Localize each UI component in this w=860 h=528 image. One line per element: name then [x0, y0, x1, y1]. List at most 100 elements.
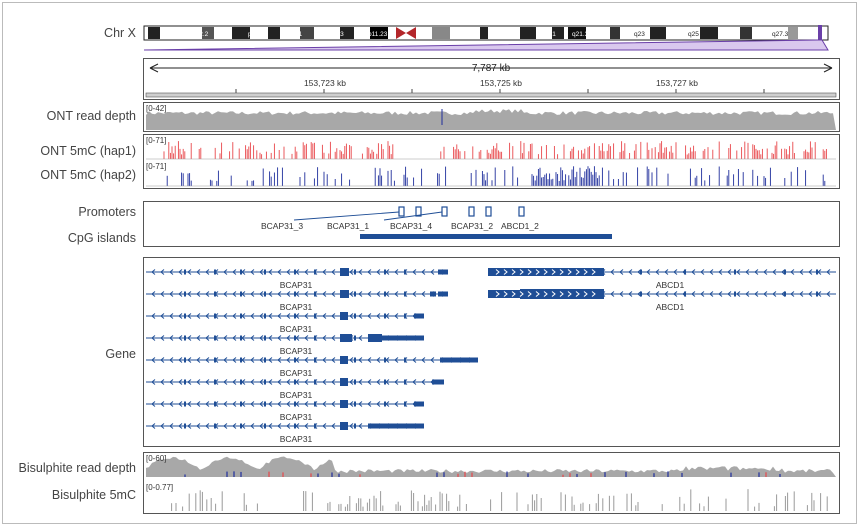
methylation-svg — [146, 141, 836, 187]
exon — [354, 379, 356, 385]
strand-arrow — [736, 269, 741, 275]
strand-arrow — [223, 335, 228, 341]
exon-strand-mark — [551, 269, 556, 275]
zoom-wedge — [143, 39, 829, 51]
exon — [240, 335, 242, 341]
strand-arrow — [376, 379, 381, 385]
strand-arrow — [718, 291, 723, 297]
ideogram-highlight — [818, 25, 822, 41]
strand-arrow — [277, 269, 282, 275]
cpg-island — [360, 234, 612, 239]
strand-arrow — [376, 291, 381, 297]
exon — [214, 313, 216, 319]
strand-arrow — [151, 379, 156, 385]
exon — [294, 401, 296, 407]
strand-arrow — [349, 291, 354, 297]
promoter-label: BCAP31_2 — [451, 221, 493, 231]
label-bis-depth: Bisulphite read depth — [18, 461, 136, 475]
exon — [384, 357, 386, 363]
exon-strand-mark — [535, 291, 540, 297]
exon-strand-mark — [503, 269, 508, 275]
strand-arrow — [331, 335, 336, 341]
strand-arrow — [232, 313, 237, 319]
strand-arrow — [187, 357, 192, 363]
strand-arrow — [268, 357, 273, 363]
strand-arrow — [331, 423, 336, 429]
strand-arrow — [358, 335, 363, 341]
gene-label-bcap31: BCAP31 — [280, 302, 313, 312]
strand-arrow — [178, 313, 183, 319]
methylation-panel: [0-71] [0-71] — [143, 134, 840, 189]
strand-arrow — [421, 379, 426, 385]
exon-strand-mark — [503, 291, 508, 297]
strand-arrow — [196, 313, 201, 319]
strand-arrow — [826, 269, 831, 275]
strand-arrow — [367, 313, 372, 319]
label-hap2: ONT 5mC (hap2) — [40, 168, 136, 182]
strand-arrow — [250, 291, 255, 297]
exon — [314, 291, 316, 297]
strand-arrow — [277, 401, 282, 407]
exon — [240, 291, 242, 297]
exon-strand-mark — [551, 291, 556, 297]
strand-arrow — [286, 401, 291, 407]
strand-arrow — [187, 423, 192, 429]
strand-arrow — [169, 335, 174, 341]
strand-arrow — [196, 335, 201, 341]
strand-arrow — [205, 357, 210, 363]
strand-arrow — [376, 269, 381, 275]
strand-arrow — [367, 269, 372, 275]
exon — [294, 357, 296, 363]
strand-arrow — [259, 379, 264, 385]
strand-arrow — [331, 357, 336, 363]
exon — [382, 335, 424, 341]
strand-arrow — [655, 269, 660, 275]
strand-arrow — [772, 269, 777, 275]
strand-arrow — [268, 401, 273, 407]
exon — [240, 379, 242, 385]
strand-arrow — [322, 313, 327, 319]
exon — [438, 269, 448, 275]
exon — [734, 269, 736, 275]
gene-label-bcap31: BCAP31 — [280, 324, 313, 334]
range-hap2: [0-71] — [146, 162, 167, 171]
range-bis-5mc: [0-0.77] — [146, 483, 174, 492]
strand-arrow — [160, 401, 165, 407]
strand-arrow — [619, 269, 624, 275]
gene-svg: BCAP31 BCAP31 BCAP31 BCAP31 BCAP31 BCAP31 BCAP… — [146, 268, 836, 444]
strand-arrow — [718, 269, 723, 275]
strand-arrow — [421, 269, 426, 275]
strand-arrow — [205, 423, 210, 429]
strand-arrow — [232, 269, 237, 275]
exon — [784, 291, 786, 297]
exon — [214, 423, 216, 429]
strand-arrow — [250, 401, 255, 407]
gene-label-abcd1: ABCD1 — [656, 302, 685, 312]
strand-arrow — [430, 357, 435, 363]
exon — [384, 291, 386, 297]
promoter-connector — [383, 211, 443, 221]
strand-arrow — [376, 313, 381, 319]
gene-label-bcap31: BCAP31 — [280, 434, 313, 444]
strand-arrow — [610, 291, 615, 297]
exon — [264, 379, 266, 385]
exon — [404, 291, 406, 297]
exon — [384, 401, 386, 407]
strand-arrow — [322, 335, 327, 341]
exon — [294, 313, 296, 319]
strand-arrow — [187, 269, 192, 275]
label-hap1: ONT 5mC (hap1) — [40, 144, 136, 158]
gene-label-bcap31: BCAP31 — [280, 412, 313, 422]
exon — [214, 335, 216, 341]
strand-arrow — [178, 291, 183, 297]
exon — [340, 334, 352, 342]
exon — [294, 335, 296, 341]
exon-strand-mark — [591, 269, 596, 275]
strand-arrow — [187, 313, 192, 319]
strand-arrow — [160, 313, 165, 319]
strand-arrow — [376, 357, 381, 363]
strand-arrow — [223, 269, 228, 275]
strand-arrow — [430, 269, 435, 275]
ideogram-band-label: p21.1 — [286, 31, 303, 38]
